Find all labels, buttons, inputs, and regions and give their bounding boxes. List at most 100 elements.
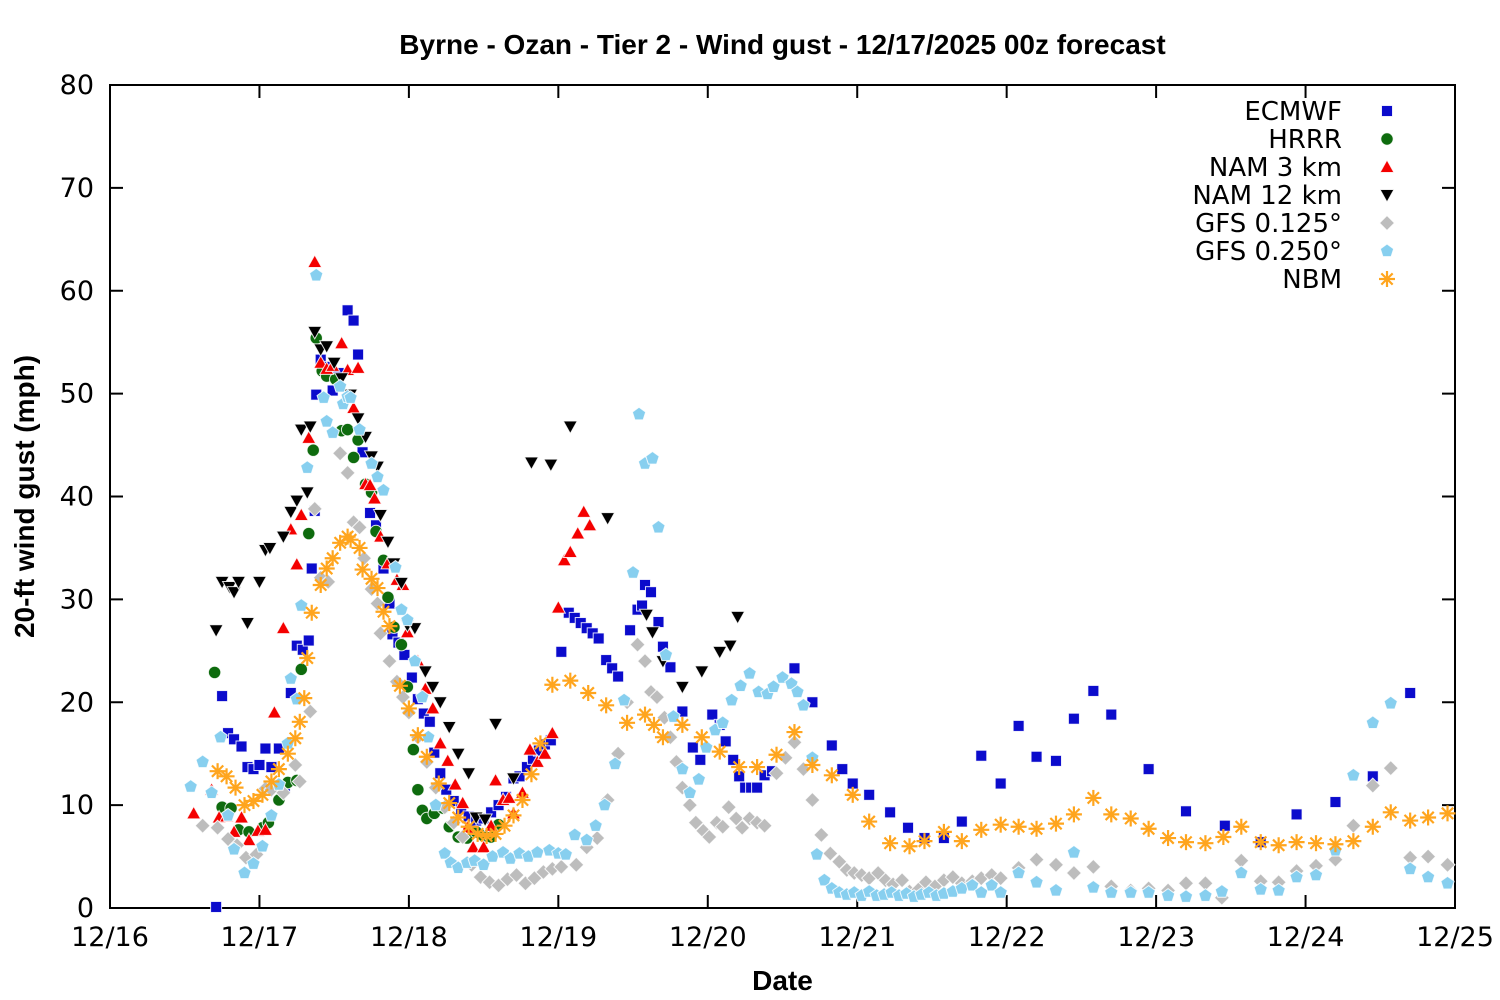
triangle-up-data-point-marker [241, 832, 257, 847]
pentagon-data-point-marker [658, 647, 674, 662]
triangle-down-data-point-marker [380, 535, 396, 550]
asterisk-data-point-marker [1288, 834, 1305, 851]
square-data-point-marker [825, 739, 838, 752]
square-data-point-marker [706, 708, 719, 721]
triangle-up-data-point-marker [233, 809, 250, 824]
triangle-down-data-point-marker [543, 458, 559, 473]
triangle-up-data-point-marker [447, 776, 464, 791]
circle-data-point-marker [346, 450, 361, 465]
asterisk-data-point-marker [1308, 835, 1325, 852]
triangle-down-data-point-marker [450, 747, 467, 762]
pentagon-data-point-marker [308, 267, 324, 282]
triangle-down-data-point-marker [230, 575, 247, 590]
asterisk-data-point-marker [562, 672, 579, 689]
y-tick-label: 10 [60, 790, 94, 821]
pentagon-data-point-marker [370, 469, 385, 484]
diamond-data-point-marker [1065, 864, 1083, 882]
legend-label-hrrr: HRRR [1268, 125, 1342, 155]
series-gfs-0-250- [183, 267, 1455, 903]
triangle-down-data-point-marker [477, 813, 493, 828]
pentagon-data-point-marker [1402, 861, 1418, 876]
pentagon-data-point-marker [796, 697, 811, 712]
triangle-down-data-point-marker [674, 680, 691, 695]
asterisk-data-point-marker [1085, 789, 1102, 806]
triangle-up-data-point-marker [501, 789, 517, 804]
pentagon-data-point-marker [1383, 695, 1398, 710]
asterisk-data-point-marker [523, 766, 540, 783]
diamond-data-point-marker [588, 829, 606, 847]
square-data-point-marker [235, 740, 248, 753]
diamond-data-point-marker [302, 703, 319, 720]
triangle-up-data-point-marker [306, 253, 323, 268]
square-data-point-marker [902, 821, 915, 834]
triangle-down-data-point-marker [424, 680, 441, 695]
square-data-point-marker [1404, 686, 1417, 699]
diamond-data-point-marker [822, 845, 839, 862]
triangle-down-data-point-marker [293, 423, 310, 438]
diamond-data-point-marker [331, 445, 349, 462]
asterisk-data-point-marker [318, 560, 335, 577]
x-tick-label: 12/25 [1416, 922, 1494, 953]
y-tick-label: 80 [60, 70, 94, 101]
pentagon-data-point-marker [1141, 884, 1156, 899]
asterisk-data-point-marker [1122, 810, 1139, 827]
diamond-data-point-marker [372, 625, 389, 642]
circle-data-point-marker [340, 422, 355, 437]
asterisk-data-point-marker [430, 775, 447, 792]
asterisk-data-point-marker [532, 735, 549, 752]
pentagon-data-point-marker [579, 832, 594, 847]
diamond-data-point-marker [209, 819, 226, 836]
square-data-point-marker [1381, 105, 1393, 117]
pentagon-data-point-marker [1104, 884, 1119, 899]
diamond-data-point-marker [1085, 858, 1102, 876]
pentagon-data-point-marker [1289, 869, 1304, 884]
diamond-data-point-marker [720, 798, 737, 816]
pentagon-data-point-marker [1048, 882, 1064, 897]
pentagon-data-point-marker [428, 797, 444, 812]
pentagon-data-point-marker [666, 709, 681, 723]
asterisk-data-point-marker [1197, 835, 1214, 852]
triangle-up-data-point-marker [522, 741, 538, 756]
triangle-down-data-point-marker [393, 576, 410, 591]
pentagon-data-point-marker [817, 872, 832, 887]
asterisk-data-point-marker [1402, 812, 1419, 829]
asterisk-data-point-marker [263, 773, 280, 790]
square-data-point-marker [305, 562, 318, 575]
asterisk-data-point-marker [1160, 830, 1177, 847]
triangle-up-data-point-marker [439, 752, 456, 767]
pentagon-data-point-marker [597, 797, 612, 812]
circle-data-point-marker [1380, 132, 1394, 146]
asterisk-data-point-marker [505, 807, 522, 824]
pentagon-data-point-marker [237, 865, 252, 880]
asterisk-data-point-marker [637, 706, 654, 723]
diamond-data-point-marker [1177, 875, 1195, 892]
square-data-point-marker [1087, 684, 1100, 697]
diamond-data-point-marker [733, 819, 751, 836]
pentagon-data-point-marker [984, 877, 999, 892]
asterisk-data-point-marker [1420, 809, 1437, 826]
triangle-down-data-point-marker [562, 420, 579, 435]
diamond-data-point-marker [1047, 856, 1065, 873]
triangle-down-data-point-marker [333, 372, 350, 387]
triangle-up-data-point-marker [529, 753, 546, 768]
triangle-down-data-point-marker [432, 696, 449, 711]
pentagon-data-point-marker [682, 785, 698, 799]
pentagon-data-point-marker [1440, 875, 1455, 890]
triangle-down-data-point-marker [599, 512, 616, 527]
square-data-point-marker [863, 788, 876, 801]
triangle-down-data-point-marker [262, 541, 278, 556]
asterisk-data-point-marker [1140, 820, 1157, 837]
diamond-data-point-marker [786, 734, 803, 751]
asterisk-data-point-marker [354, 561, 371, 578]
triangle-down-data-point-marker [523, 456, 540, 471]
square-data-point-marker [1218, 819, 1231, 832]
diamond-data-point-marker [1028, 851, 1045, 868]
diamond-data-point-marker [1382, 759, 1399, 777]
square-data-point-marker [347, 314, 360, 327]
pentagon-data-point-marker [195, 754, 210, 769]
asterisk-data-point-marker [844, 786, 861, 803]
square-data-point-marker [1049, 754, 1062, 767]
diamond-data-point-marker [701, 828, 718, 846]
asterisk-data-point-marker [441, 795, 458, 812]
